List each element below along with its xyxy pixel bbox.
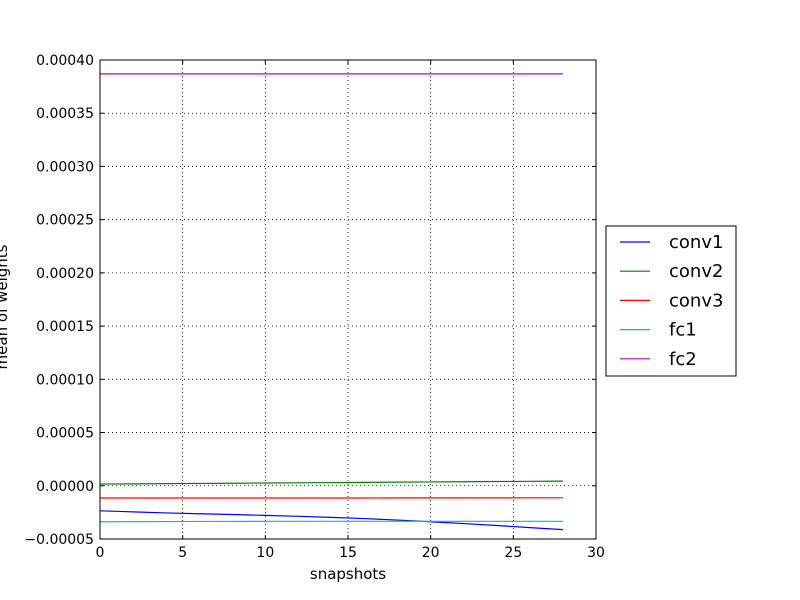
y-tick-label: 0.00000 (36, 479, 94, 495)
y-tick-label: 0.00035 (36, 106, 94, 122)
x-tick-label: 0 (96, 545, 105, 561)
x-tick-label: 20 (422, 545, 440, 561)
y-axis-label: mean of weights (0, 244, 11, 369)
plot-frame (99, 59, 597, 540)
y-tick-label: 0.00020 (36, 266, 94, 282)
y-tick-label: 0.00015 (36, 319, 94, 335)
legend-label-conv3: conv3 (669, 290, 723, 311)
y-tick-label: 0.00010 (36, 372, 94, 388)
legend-label-conv1: conv1 (669, 232, 723, 253)
y-tick-label: 0.00005 (36, 426, 94, 442)
legend: conv1 conv2 conv3 fc1 fc2 (605, 225, 737, 377)
x-tick-label: 15 (339, 545, 357, 561)
y-tick-label: 0.00030 (36, 159, 94, 175)
y-tick-label: 0.00025 (36, 213, 94, 229)
y-tick-label: −0.00005 (24, 532, 94, 548)
y-tick-label: 0.00040 (36, 53, 94, 69)
legend-label-fc1: fc1 (669, 320, 697, 341)
x-tick-label: 10 (256, 545, 274, 561)
legend-label-fc2: fc2 (669, 349, 697, 370)
x-axis-label: snapshots (310, 565, 386, 583)
x-tick-label: 30 (587, 545, 605, 561)
x-tick-label: 5 (178, 545, 187, 561)
series-line-conv2 (99, 480, 563, 485)
grid-lines (100, 60, 596, 539)
x-tick-label: 25 (504, 545, 522, 561)
axis-ticks: 0 5 10 15 20 25 30 −0.00005 0.00000 0.00005 0.0001… (24, 53, 605, 561)
legend-label-conv2: conv2 (669, 261, 723, 282)
series-line-conv1 (99, 510, 563, 531)
series-lines (99, 73, 563, 531)
